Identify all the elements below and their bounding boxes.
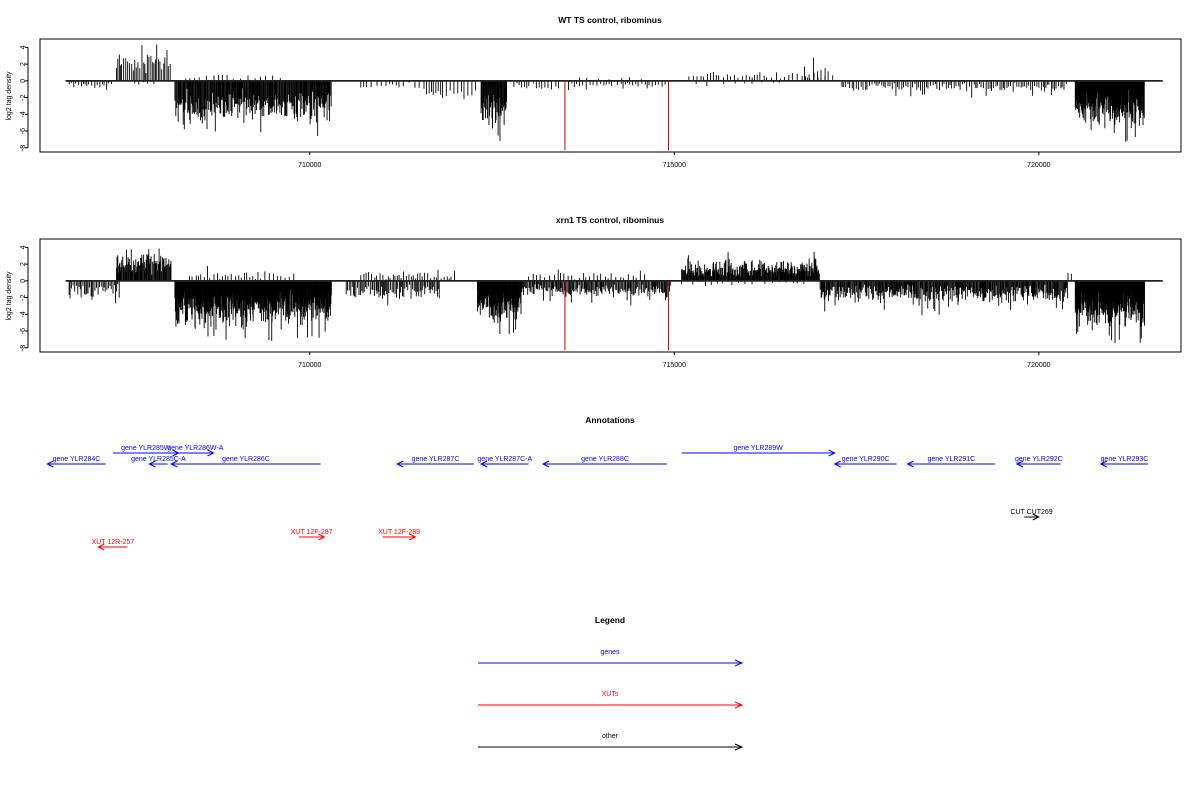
y-tick-label: 0 <box>20 79 27 83</box>
annotation-label: gene YLR289W <box>733 445 783 452</box>
legend-title: Legend <box>595 615 625 625</box>
annotation-label: gene YLR288C <box>581 456 629 463</box>
y-tick-label: 2 <box>20 262 27 266</box>
y-tick-label: -4 <box>20 111 27 117</box>
y-tick-label: 2 <box>20 62 27 66</box>
density-bars <box>65 44 1163 151</box>
annotation-arrowhead <box>396 460 404 468</box>
plot-frame <box>39 38 1182 153</box>
annotation-label: XUT 12F-287 <box>291 529 333 536</box>
legend-arrowhead <box>734 743 744 751</box>
annotation-label: gene YLR287C-A <box>477 456 532 463</box>
plot-axes: 4 2 0 -2 -4 -6 -8 710000 715000 720000 <box>20 245 1051 369</box>
annotation-arrowhead <box>1099 460 1108 468</box>
density-bars <box>65 248 1163 351</box>
annotation-arrowhead <box>170 460 178 468</box>
annotation-label: gene YLR290C <box>842 456 890 463</box>
annotation-arrowhead <box>1032 513 1040 521</box>
annotation-label: XUT 12R-257 <box>92 539 135 546</box>
annotation-arrowhead <box>1015 460 1024 468</box>
x-tick-label: 715000 <box>663 162 686 169</box>
panel-wt: WT TS control, ribominus log2 tag densit… <box>6 15 1182 169</box>
panel-title: WT TS control, ribominus <box>558 15 662 25</box>
annotation-label: gene YLR286C <box>222 456 270 463</box>
annotation-label: gene YLR286W-A <box>167 445 223 452</box>
annotation-label: XUT 12F-289 <box>378 529 420 536</box>
legend: Legend genes XUTs other <box>478 615 744 751</box>
annotation-label: gene YLR285W <box>121 445 171 452</box>
annotation-label: gene YLR291C <box>927 456 975 463</box>
y-tick-label: 4 <box>20 245 27 249</box>
annotation-arrowhead <box>541 460 550 468</box>
annotation-arrowhead <box>906 460 914 468</box>
y-tick-label: -4 <box>20 311 27 317</box>
y-tick-label: -2 <box>20 94 27 100</box>
panel-title: xrn1 TS control, ribominus <box>556 215 664 225</box>
x-tick-label: 715000 <box>663 362 686 369</box>
x-tick-label: 710000 <box>298 162 321 169</box>
plot-axes: 4 2 0 -2 -4 -6 -8 710000 715000 720000 <box>20 45 1051 169</box>
y-tick-label: -6 <box>20 328 27 334</box>
annotation-arrowhead <box>46 460 54 468</box>
annotation-label: CUT CUT269 <box>1010 509 1052 516</box>
panel-xrn1: xrn1 TS control, ribominus log2 tag dens… <box>6 215 1182 369</box>
x-tick-label: 720000 <box>1027 362 1050 369</box>
y-tick-label: -8 <box>20 345 27 351</box>
annotation-arrowhead <box>479 460 488 468</box>
y-axis-label: log2 tag density <box>6 71 13 121</box>
annotation-arrowhead <box>148 460 156 468</box>
legend-label: other <box>602 733 619 740</box>
annotation-label: gene YLR293C <box>1101 456 1149 463</box>
annotations-title: Annotations <box>585 415 635 425</box>
annotation-label: gene YLR287C <box>412 456 460 463</box>
legend-arrowhead <box>734 701 744 709</box>
legend-label: genes <box>600 649 620 656</box>
annotation-arrowhead <box>833 460 841 468</box>
annotation-arrowhead <box>207 449 215 457</box>
plot-frame <box>39 238 1182 353</box>
y-tick-label: -6 <box>20 128 27 134</box>
legend-items: genes XUTs other <box>478 649 744 751</box>
y-tick-label: 0 <box>20 279 27 283</box>
y-tick-label: -8 <box>20 145 27 151</box>
annotation-arrowhead <box>828 449 836 457</box>
annotation-arrowhead <box>409 533 417 541</box>
x-tick-label: 710000 <box>298 362 321 369</box>
y-tick-label: 4 <box>20 45 27 49</box>
legend-arrowhead <box>734 659 744 667</box>
annotation-label: gene YLR284C <box>53 456 101 463</box>
y-axis-label: log2 tag density <box>6 271 13 321</box>
y-tick-label: -2 <box>20 294 27 300</box>
x-tick-label: 720000 <box>1027 162 1050 169</box>
legend-label: XUTs <box>602 691 619 698</box>
annotation-label: gene YLR292C <box>1015 456 1063 463</box>
annotation-label: gene YLR285C-A <box>131 456 186 463</box>
annotation-arrowhead <box>97 543 105 551</box>
annotation-arrowhead <box>318 533 326 541</box>
